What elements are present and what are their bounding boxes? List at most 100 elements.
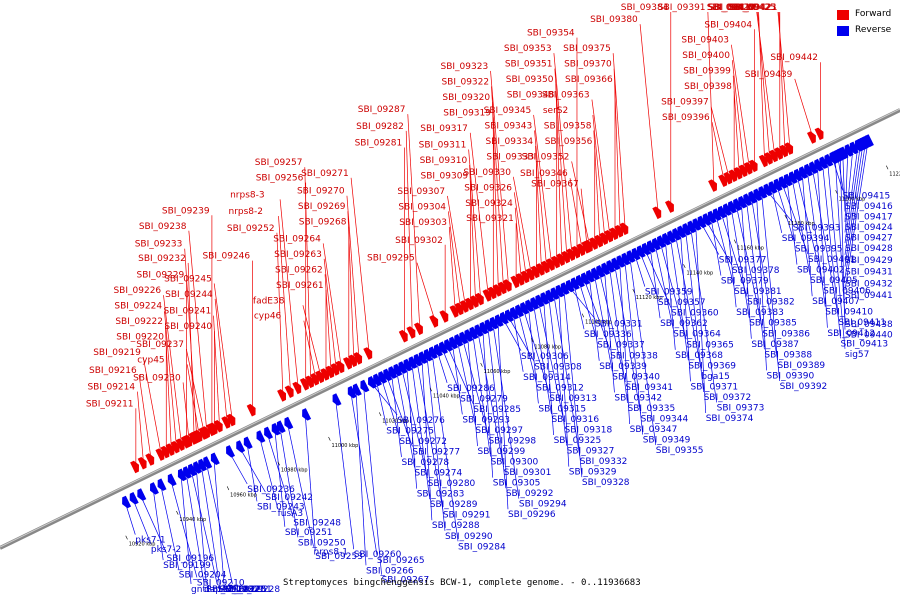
reverse-leader xyxy=(528,306,539,404)
reverse-gene-label: SBI_09272 xyxy=(399,437,447,447)
reverse-gene-arrow xyxy=(809,161,819,174)
reverse-gene-label: SBI_09231 xyxy=(224,585,272,595)
forward-leader xyxy=(639,24,659,213)
reverse-gene-arrow xyxy=(530,297,540,310)
forward-gene-label: SBI_09224 xyxy=(114,302,162,312)
reverse-leader xyxy=(482,328,494,478)
reverse-gene-arrow xyxy=(271,422,281,436)
forward-gene-arrow xyxy=(320,368,330,381)
forward-gene-arrow xyxy=(520,270,530,284)
forward-leader xyxy=(533,114,552,265)
tick-label: 10980 kbp xyxy=(281,468,308,474)
reverse-gene-label: SBI_09275 xyxy=(386,426,434,436)
forward-leader xyxy=(163,295,182,445)
reverse-gene-label: SBI_09236 xyxy=(247,485,295,495)
forward-gene-label: SBI_09420 xyxy=(707,3,755,13)
forward-gene-arrow xyxy=(515,273,525,286)
forward-gene-label: SBI_09350 xyxy=(506,75,554,85)
forward-leader xyxy=(593,130,601,241)
tick-label: 11080 kbp xyxy=(534,344,561,350)
forward-leader xyxy=(164,310,177,447)
reverse-gene-arrow xyxy=(347,385,357,399)
reverse-gene-arrow xyxy=(626,250,636,263)
reverse-gene-arrow xyxy=(373,373,382,387)
reverse-gene-label: SBI_09401 xyxy=(808,255,856,265)
tick-label: 11180 kbp xyxy=(788,221,815,227)
reverse-gene-label: sig57 xyxy=(845,350,869,360)
forward-leader xyxy=(142,356,162,455)
reverse-gene-arrow xyxy=(177,468,187,482)
forward-gene-arrow xyxy=(315,370,325,384)
forward-leader xyxy=(276,232,284,395)
forward-leader xyxy=(514,207,522,279)
forward-gene-arrow xyxy=(763,152,773,165)
reverse-leader xyxy=(363,386,382,575)
forward-gene-arrow xyxy=(406,326,416,339)
reverse-leader xyxy=(185,472,205,585)
reverse-gene-label: SBI_09308 xyxy=(534,362,582,372)
forward-leader xyxy=(138,374,152,459)
forward-leader xyxy=(184,248,198,437)
forward-gene-label: SBI_09396 xyxy=(662,113,710,123)
reverse-gene-label: SBI_09300 xyxy=(491,458,539,468)
reverse-leader xyxy=(740,202,752,339)
legend-reverse-swatch xyxy=(837,26,849,36)
axis-line xyxy=(0,108,900,550)
reverse-gene-arrow xyxy=(193,461,202,474)
forward-leader xyxy=(185,348,205,434)
reverse-gene-label: SBI_09196 xyxy=(166,554,214,564)
forward-leader xyxy=(469,164,476,302)
forward-gene-arrow xyxy=(145,453,155,466)
reverse-gene-label: SBI_09369 xyxy=(688,361,736,371)
reverse-gene-label: SBI_09305 xyxy=(493,479,541,489)
forward-gene-label: serS2 xyxy=(543,106,568,116)
reverse-leader xyxy=(507,316,535,362)
reverse-gene-arrow xyxy=(418,351,428,364)
forward-leader xyxy=(323,258,337,369)
forward-gene-arrow xyxy=(310,373,319,386)
reverse-gene-label: SBI_09412 xyxy=(827,329,875,339)
legend-forward-label: Forward xyxy=(855,9,892,19)
label-leader-lines xyxy=(124,11,869,585)
reverse-gene-label: SBI_09289 xyxy=(430,500,478,510)
reverse-gene-label: SBI_09284 xyxy=(458,542,506,552)
forward-gene-arrow xyxy=(566,248,575,261)
forward-gene-arrow xyxy=(807,131,816,144)
reverse-leader xyxy=(801,173,813,297)
forward-gene-label: SBI_09270 xyxy=(297,187,345,197)
reverse-gene-arrow xyxy=(773,178,783,192)
forward-gene-arrow xyxy=(330,363,340,376)
tick-label: 11020 kbp xyxy=(382,418,409,424)
forward-leader xyxy=(492,101,499,290)
reverse-gene-label: SBI_09417 xyxy=(845,212,893,222)
reverse-gene-arrow xyxy=(352,383,362,396)
reverse-leader xyxy=(756,195,767,371)
forward-leader xyxy=(188,230,208,432)
forward-gene-label: SBI_09282 xyxy=(356,122,404,132)
reverse-leader xyxy=(700,222,720,255)
reverse-gene-label: SBI_09335 xyxy=(628,404,676,414)
reverse-leader xyxy=(751,197,778,360)
forward-gene-label: SBI_09246 xyxy=(202,252,250,262)
reverse-leader xyxy=(573,284,585,330)
reverse-leader xyxy=(629,257,657,446)
reverse-gene-arrow xyxy=(555,284,565,298)
forward-gene-arrow xyxy=(652,206,662,220)
reverse-leader xyxy=(533,303,552,415)
forward-gene-arrow xyxy=(530,265,540,279)
forward-gene-label: SBI_09323 xyxy=(441,62,489,72)
reverse-leader xyxy=(553,294,581,457)
forward-gene-arrow xyxy=(614,225,624,238)
forward-gene-label: SBI_09320 xyxy=(442,93,490,103)
reverse-gene-arrow xyxy=(728,200,737,214)
forward-gene-arrow xyxy=(439,310,449,323)
reverse-gene-arrow xyxy=(824,153,834,167)
reverse-gene-label: SBI_09243 xyxy=(257,502,305,512)
reverse-leader xyxy=(558,291,570,467)
forward-leader xyxy=(535,145,542,269)
forward-leader xyxy=(710,106,730,178)
reverse-gene-label: SBI_09340 xyxy=(612,372,660,382)
forward-gene-arrow xyxy=(718,174,728,187)
reverse-leader xyxy=(659,242,687,340)
forward-gene-arrow xyxy=(325,365,335,379)
